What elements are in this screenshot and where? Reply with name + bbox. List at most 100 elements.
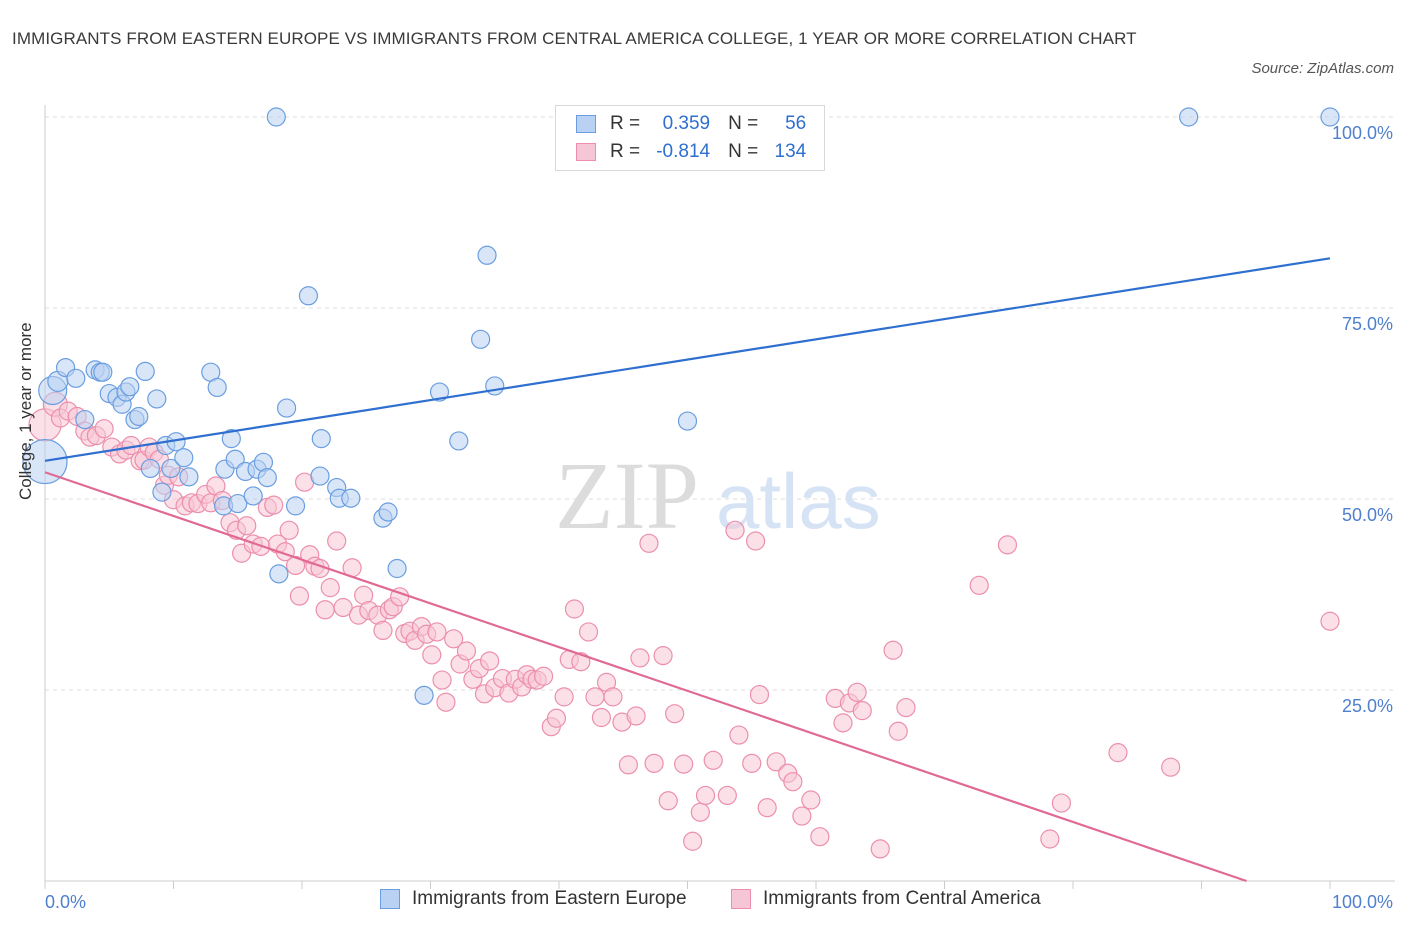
central-america-point [766,752,786,772]
legend-r-label: R = [610,141,641,162]
central-america-point [658,791,678,811]
central-america-point [644,753,664,773]
axes [44,105,1395,889]
central-america-point [94,419,114,439]
central-america-point [315,600,335,620]
eastern-europe-point [152,482,172,502]
central-america-point [554,687,574,707]
eastern-europe-point [257,468,277,488]
central-america-point [327,531,347,551]
central-america-point [237,516,257,536]
series-legend: Immigrants from Eastern Europe Immigrant… [0,888,1406,916]
eastern-europe-point [285,496,306,516]
eastern-europe-point [161,458,181,479]
y-tick-label: 100.0% [1332,123,1393,143]
legend-n-value: 56 [785,113,807,134]
chart-title: IMMIGRANTS FROM EASTERN EUROPE VS IMMIGR… [12,29,1137,48]
legend-r-value: -0.814 [656,141,711,162]
eastern-europe-point [228,493,248,514]
central-america-point [810,827,830,847]
eastern-europe-point [174,448,194,468]
central-america-point [757,798,777,818]
central-america-point [1320,611,1340,631]
eastern-europe-point [75,409,95,430]
central-america-point [480,651,500,671]
central-america-point [896,697,916,718]
central-america-point [742,753,762,773]
central-america-point [749,684,770,705]
eastern-europe-point [66,368,86,388]
eastern-europe-point [298,286,319,306]
eastern-europe-point [471,329,491,349]
eastern-europe-point [269,564,289,584]
central-america-point [729,725,749,745]
central-america-point [264,495,284,515]
central-america-point [578,622,599,642]
eastern-europe-point [129,406,149,427]
central-america-point [432,670,452,690]
legend-n-label: N = [728,141,759,162]
x-tick-label: 100.0% [1332,892,1393,912]
central-america-point [792,806,812,826]
legend-r-value: 0.359 [662,113,711,134]
eastern-europe-point [207,377,227,398]
legend-item-central-america: Immigrants from Central America [731,888,1041,910]
central-america-point [591,707,612,728]
eastern-europe-point [93,362,113,382]
eastern-europe-point [22,438,68,485]
y-tick-label: 25.0% [1342,696,1393,716]
eastern-europe-point [135,361,155,382]
central-america-point [783,772,803,792]
central-america-point [585,687,605,707]
legend-swatch-pink [731,889,751,909]
eastern-europe-point [1179,107,1199,127]
central-america-point [639,533,659,553]
eastern-europe-point [477,245,497,265]
central-america-trendline [44,471,1247,883]
central-america-point [320,578,340,598]
eastern-europe-point [311,429,331,449]
central-america-point [653,646,673,666]
central-america-point [870,839,890,859]
legend-n-label: N = [728,113,759,134]
central-america-point [847,682,867,702]
central-america-point [279,520,299,540]
central-america-point [373,620,393,641]
central-america-point [1051,793,1072,813]
central-america-point [883,640,903,660]
central-america-point [690,802,710,822]
central-america-point [630,648,650,668]
trend-lines [44,257,1331,883]
central-america-point [997,535,1018,555]
eastern-europe-point [140,458,160,479]
legend-row-eastern-europe: R = 0.359 N = 56 [576,111,806,137]
eastern-europe-point [120,377,140,397]
central-america-point [626,706,646,726]
central-america-point [533,666,554,686]
eastern-europe-point [276,398,297,418]
eastern-europe-point [179,467,199,487]
legend-swatch-blue [576,115,596,133]
central-america-point [422,645,442,665]
central-america-point [746,531,766,551]
central-america-point [683,831,703,851]
legend-row-central-america: R = -0.814 N = 134 [576,139,806,165]
central-america-point [665,704,685,724]
legend-swatch-blue [380,889,400,909]
central-america-point [618,755,638,775]
stats-legend: R = 0.359 N = 56 R = -0.814 N = 134 [555,105,825,171]
central-america-point [333,597,353,618]
eastern-europe-point [429,382,450,402]
central-america-point [427,622,447,642]
eastern-europe-point [341,488,361,508]
gridlines [45,116,1395,691]
central-america-point [289,586,310,606]
eastern-europe-point [378,502,398,522]
central-america-point [703,750,723,770]
central-america-point [546,708,567,728]
central-america-point [444,629,464,649]
eastern-europe-point [266,107,286,127]
y-axis-label: College, 1 year or more [16,322,35,500]
source-credit: Source: ZipAtlas.com [1251,60,1394,77]
